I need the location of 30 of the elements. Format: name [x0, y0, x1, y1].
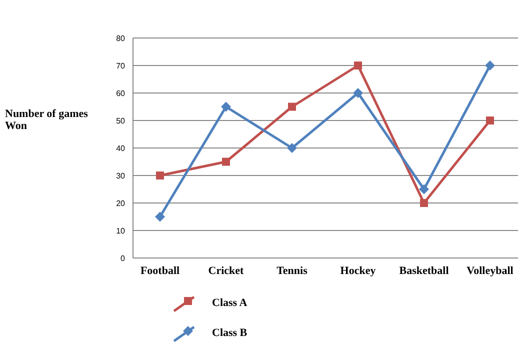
x-tick-label: Hockey	[340, 264, 376, 277]
y-tick-label: 10	[116, 226, 126, 236]
legend-label: Class B	[212, 327, 248, 339]
y-tick-label: 40	[116, 144, 126, 153]
y-tick-label: 50	[116, 116, 126, 126]
x-tick-label: Volleyball	[466, 264, 514, 277]
x-tick-label: Cricket	[208, 264, 244, 277]
y-tick-label: 60	[116, 88, 126, 98]
y-tick-label: 20	[116, 198, 126, 208]
point	[156, 172, 164, 180]
point	[222, 158, 230, 166]
y-tick-label: 30	[116, 171, 126, 180]
point	[420, 199, 428, 207]
point	[485, 60, 495, 70]
legend-label: Class A	[212, 297, 248, 309]
point	[155, 212, 165, 222]
point	[486, 116, 494, 124]
y-tick-label: 0	[120, 254, 126, 263]
point	[288, 102, 296, 111]
x-tick-label: Football	[140, 264, 180, 277]
point	[419, 184, 429, 194]
x-tick-label: Tennis	[276, 264, 308, 277]
y-axis-title: Number of games Won	[5, 108, 89, 132]
y-tick-label: 80	[116, 34, 126, 43]
point	[287, 143, 297, 153]
point	[353, 88, 363, 98]
point	[354, 62, 362, 70]
point	[221, 102, 231, 112]
x-tick-label: Basketball	[399, 264, 449, 277]
y-tick-label: 70	[116, 61, 126, 70]
